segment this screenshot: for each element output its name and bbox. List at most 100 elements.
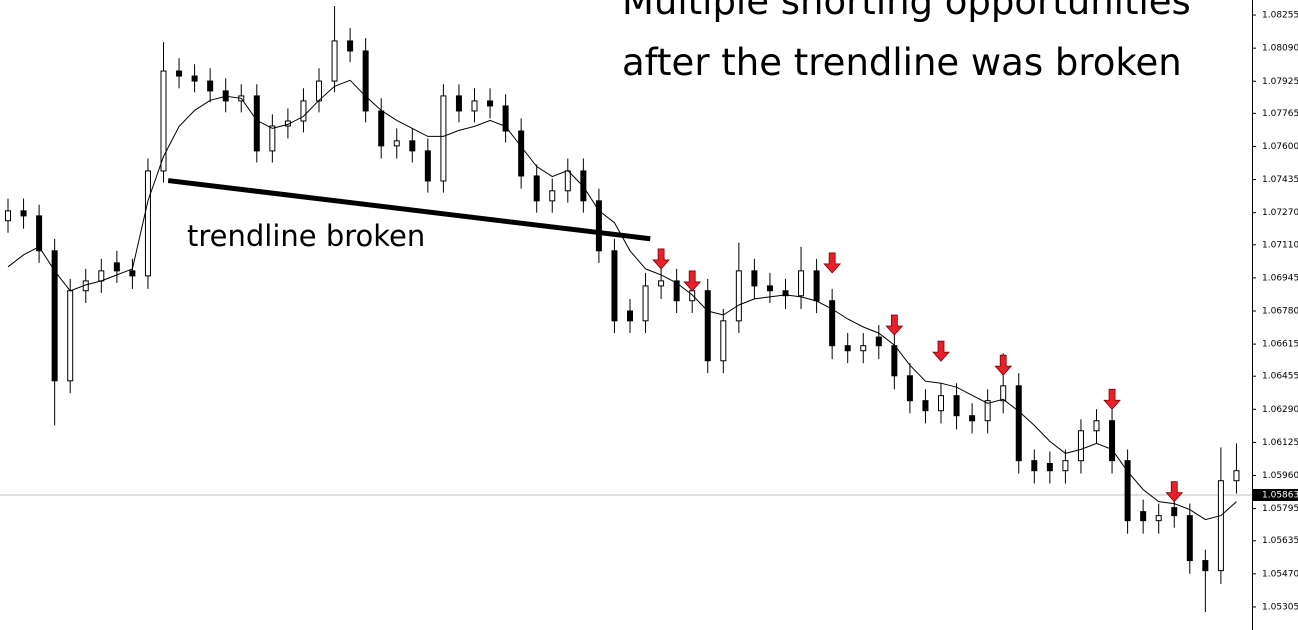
y-tick-label: 1.07765 [1262,109,1298,119]
short-arrow [885,314,904,336]
candle-body [518,130,525,177]
trendline [167,178,651,242]
candle-body [844,345,851,352]
annotation-trendline: trendline broken [187,219,425,253]
candle-body [1217,480,1224,572]
candle-body [906,375,913,402]
y-tick-label: 1.05795 [1262,504,1298,514]
candle-body [782,290,789,297]
candle-body [533,175,540,202]
y-tick-label: 1.07600 [1262,142,1298,152]
candle-body [1062,460,1069,472]
candle-body [424,150,431,182]
short-arrow [994,354,1013,376]
y-tick-label: 1.08255 [1262,11,1298,21]
short-arrow [823,252,842,274]
candle-body [829,300,836,347]
candle-body [207,80,214,92]
y-tick-label: 1.06780 [1262,306,1298,316]
candle-body [953,395,960,417]
candle-body [1000,385,1007,402]
candle-body [113,262,120,272]
short-arrow [652,248,670,270]
last-price-label: 1.05863 [1262,490,1298,500]
candle-body [362,50,369,112]
candle-body [67,290,74,382]
candle-body [5,210,11,222]
candle-body [658,280,665,287]
y-tick-label: 1.06125 [1262,438,1298,448]
short-arrow [932,340,950,362]
candle-body [891,345,898,377]
candle-body [487,100,494,107]
candle-body [720,320,727,362]
candle-body [704,290,711,362]
y-tick-label: 1.07270 [1262,208,1298,218]
candle-body [922,400,929,412]
short-arrow [1165,481,1184,503]
candle-body [300,100,307,122]
y-tick-label: 1.06945 [1262,273,1298,283]
candle-body [595,200,602,252]
candle-body [20,210,27,217]
candle-body [813,270,820,302]
candle-body [984,400,991,422]
candle-body [549,190,556,202]
candle-body [1171,507,1178,517]
candle-body [331,40,338,82]
candle-body [440,95,447,182]
candle-body [689,290,696,302]
y-tick-label: 1.05960 [1262,471,1298,481]
candle-body [766,285,773,292]
candle-body [1077,430,1084,462]
candle-body [735,270,742,322]
candle-body [378,110,385,147]
candle-body [1109,420,1116,462]
candle-body [1093,420,1100,432]
candle-body [673,280,680,302]
moving-average [7,79,1237,521]
candle-body [798,270,805,297]
candle-body [176,70,183,77]
candle-body [36,215,43,252]
candle-body [1233,470,1240,482]
candle-body [1155,515,1162,522]
candle-body [1124,460,1131,522]
last-price-box [1253,488,1298,501]
y-tick-label: 1.07925 [1262,77,1298,87]
candle-body [860,345,867,352]
candle-body [1186,515,1193,562]
candle-body [471,100,478,112]
annotation-title: Multiple shorting opportunities [622,0,1191,23]
y-tick-label: 1.06290 [1262,405,1298,415]
candle-body [611,250,618,322]
candle-body [191,75,198,82]
y-tick-label: 1.07110 [1262,240,1298,250]
candle-body [642,285,649,322]
y-tick-label: 1.05635 [1262,536,1298,546]
y-tick-label: 1.07435 [1262,175,1298,185]
candle-body [98,270,105,282]
candle-body [393,140,400,147]
candle-body [316,80,322,102]
candle-body [564,170,571,192]
short-arrow [1103,388,1121,410]
candle-body [1015,385,1022,462]
candle-body [751,270,758,287]
candle-body [938,395,944,412]
y-tick-label: 1.08090 [1262,44,1298,54]
candle-body [1031,460,1038,472]
y-tick-label: 1.05470 [1262,569,1298,579]
candle-body [269,125,276,152]
candle-body [875,336,882,347]
candle-body [347,40,354,52]
candle-body [969,415,976,422]
candle-body [51,250,58,382]
candle-body [455,95,462,112]
candle-body [627,310,633,322]
y-tick-label: 1.05305 [1262,602,1298,612]
candle-body [129,270,136,277]
candle-body [1202,560,1209,572]
candle-body [144,170,151,277]
